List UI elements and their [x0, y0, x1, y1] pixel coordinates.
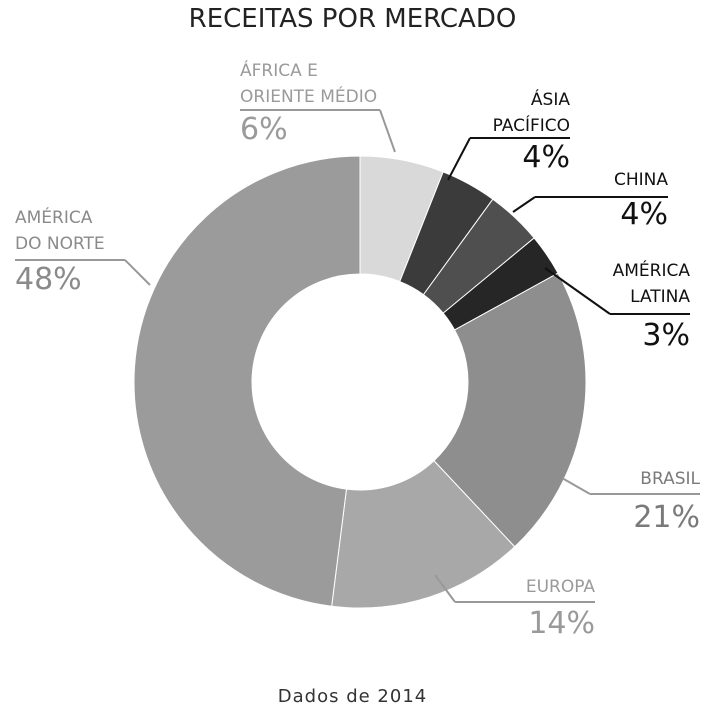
value-label: 21%	[633, 500, 700, 535]
value-label: 3%	[642, 318, 690, 353]
value-label: 6%	[240, 112, 288, 147]
slice-label: ÁSIA PACÍFICO	[492, 90, 570, 136]
leader-line	[544, 267, 611, 315]
chart-title: RECEITAS POR MERCADO	[188, 4, 517, 34]
value-label: 48%	[15, 262, 82, 297]
slice	[133, 155, 361, 607]
leader-line	[379, 109, 396, 153]
slice	[433, 272, 587, 548]
value-label: 4%	[522, 140, 570, 175]
slice-label: AMÉRICA DO NORTE	[15, 208, 105, 254]
value-label: 4%	[620, 197, 668, 232]
slice	[331, 460, 516, 609]
slice-label: AMÉRICA LATINA	[612, 261, 690, 307]
slice-label: CHINA	[613, 170, 668, 190]
slice-label: ÁFRICA E ORIENTE MÉDIO	[240, 61, 378, 107]
leader-line	[124, 259, 151, 286]
chart-subtitle: Dados de 2014	[277, 686, 428, 707]
leader-line	[447, 137, 471, 181]
leader-line	[434, 574, 456, 603]
value-label: 14%	[528, 606, 595, 641]
leader-line	[512, 196, 536, 213]
slice-label: BRASIL	[640, 469, 700, 489]
leader-line	[561, 477, 591, 495]
slice-label: EUROPA	[525, 577, 595, 597]
